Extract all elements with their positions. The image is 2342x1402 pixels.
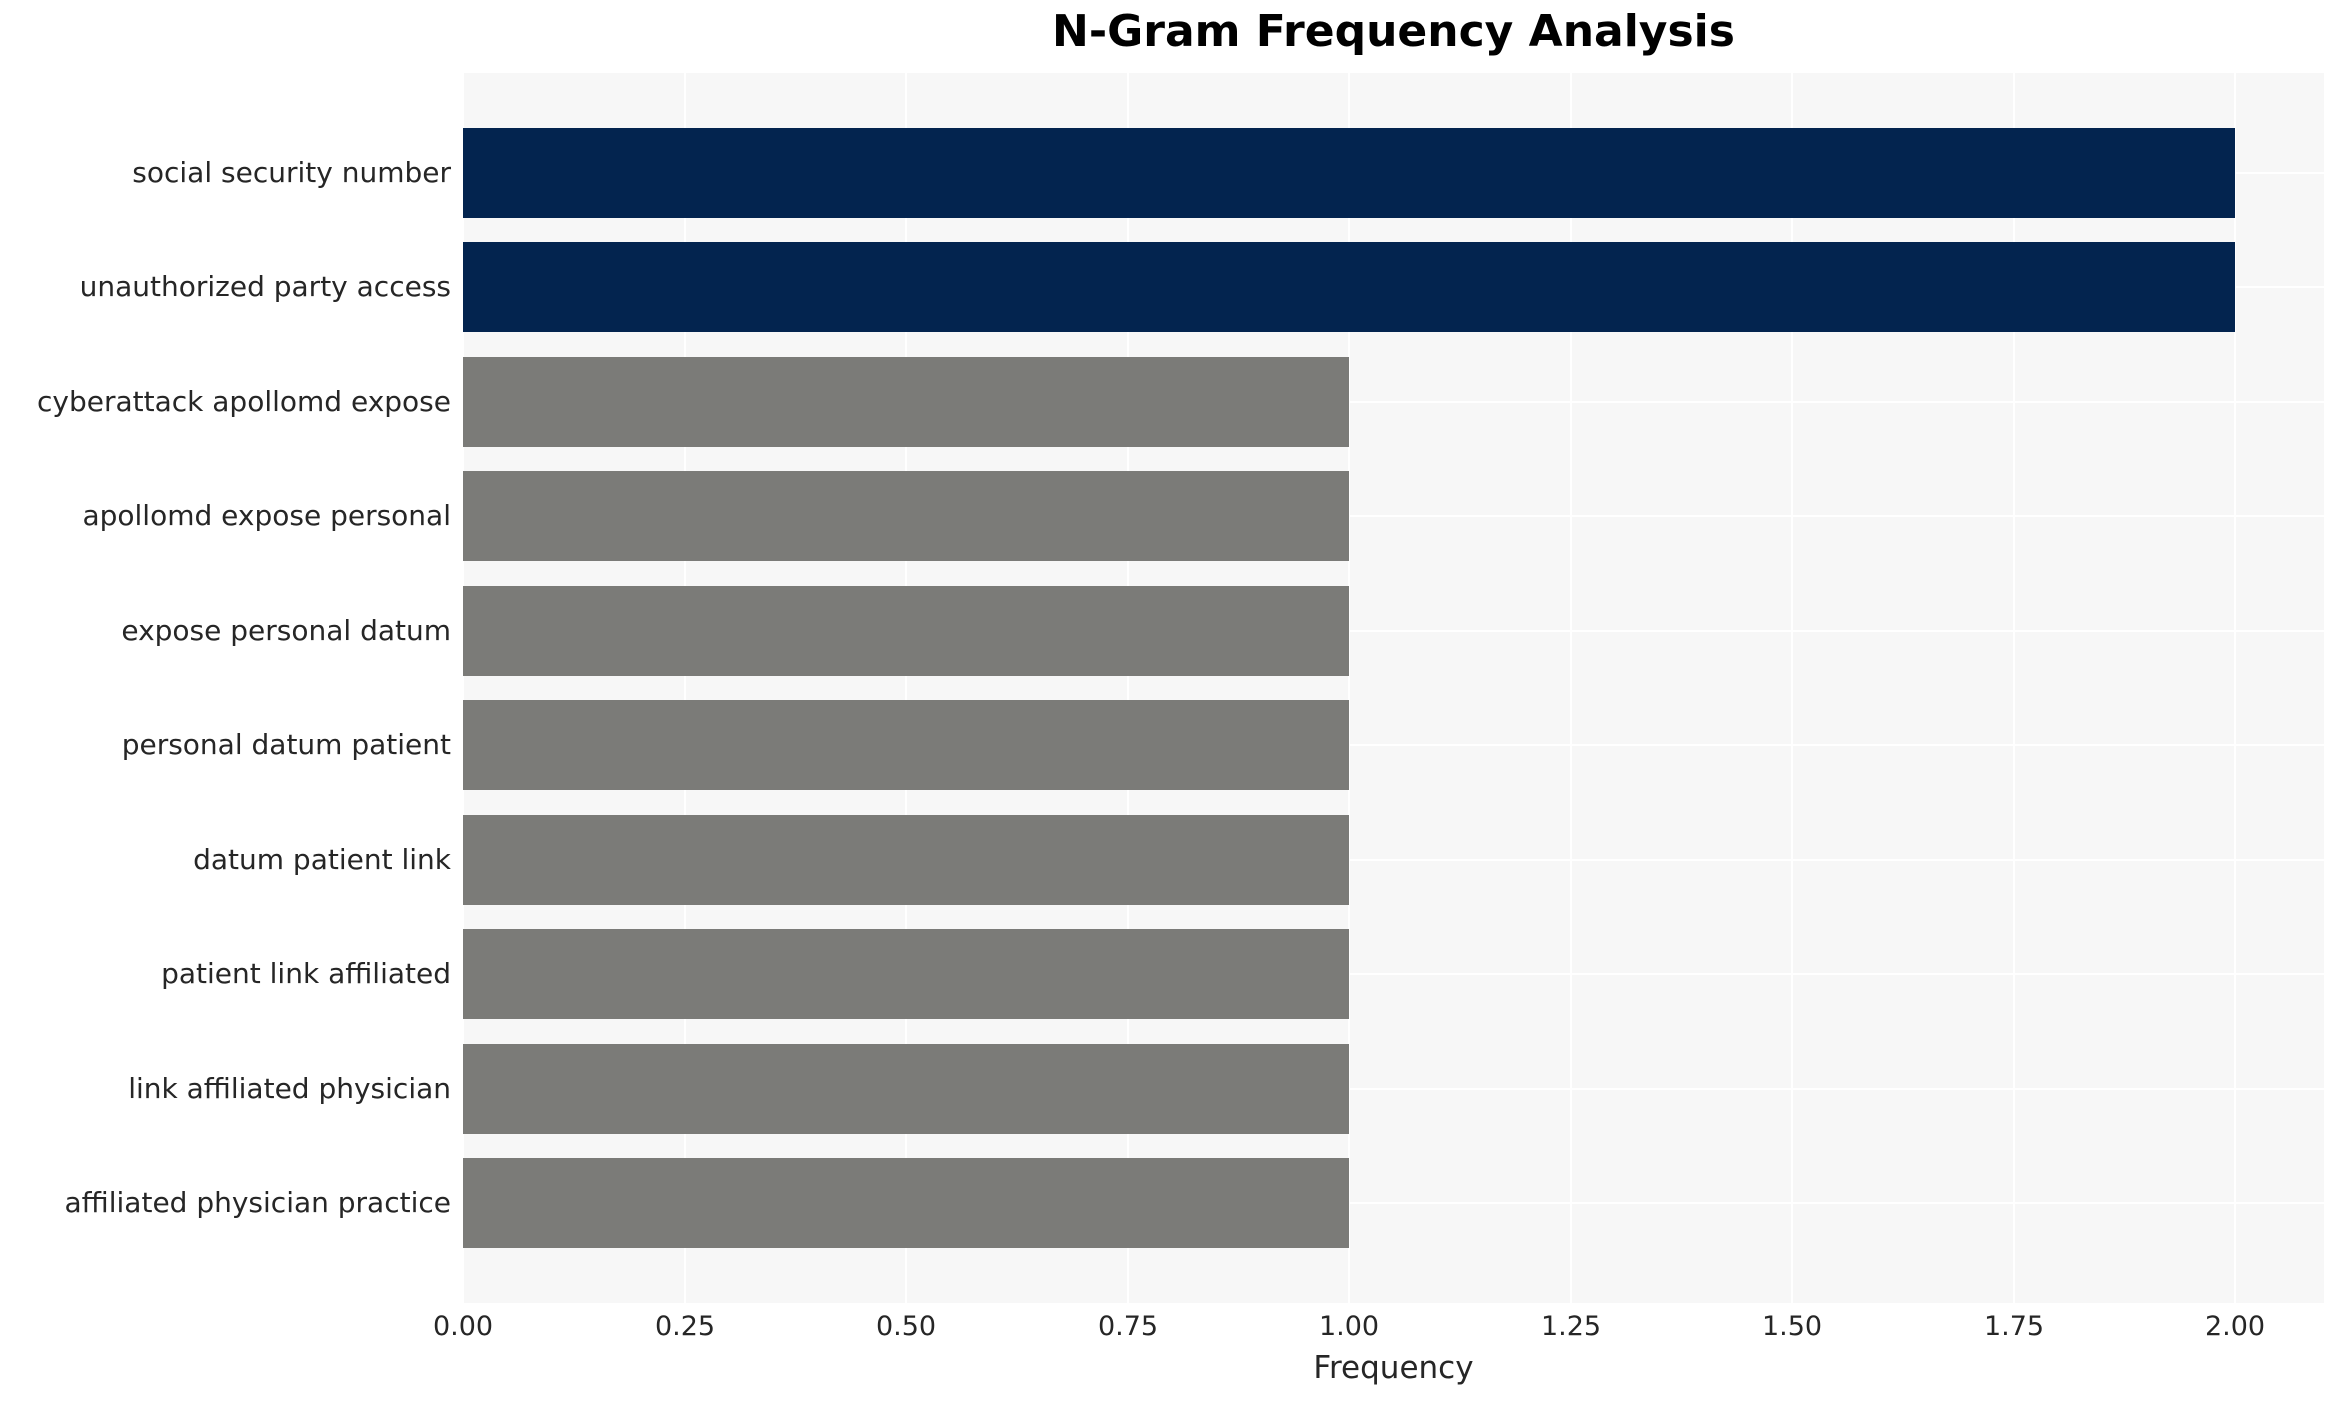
y-gridline [463,401,2324,403]
x-gridline-2.00 [2234,73,2236,1303]
y-gridline [463,973,2324,975]
bar-affiliated-physician-practice [463,1158,1349,1248]
y-tick-label: expose personal datum [121,614,451,647]
y-gridline [463,859,2324,861]
x-tick-label-0.50: 0.50 [875,1311,937,1342]
bar-personal-datum-patient [463,700,1349,790]
bar-unauthorized-party-access [463,242,2235,332]
x-gridline-1.75 [2013,73,2015,1303]
bar-cyberattack-apollomd-expose [463,357,1349,447]
y-tick-label: personal datum patient [121,728,451,761]
bar-link-affiliated-physician [463,1044,1349,1134]
x-tick-label-1.25: 1.25 [1540,1311,1602,1342]
x-gridline-0.00 [462,73,464,1303]
x-tick-label-1.00: 1.00 [1318,1311,1380,1342]
x-gridline-0.25 [684,73,686,1303]
y-tick-label: apollomd expose personal [82,499,451,532]
x-tick-label-2.00: 2.00 [2204,1311,2266,1342]
plot-area [462,73,2324,1303]
x-gridline-0.75 [1127,73,1129,1303]
bar-patient-link-affiliated [463,929,1349,1019]
x-tick-label-0.25: 0.25 [654,1311,716,1342]
y-tick-label: social security number [132,156,451,189]
x-tick-label-1.50: 1.50 [1761,1311,1823,1342]
bar-datum-patient-link [463,815,1349,905]
y-gridline [463,1088,2324,1090]
bar-expose-personal-datum [463,586,1349,676]
x-tick-label-1.75: 1.75 [1983,1311,2045,1342]
x-tick-label-0.75: 0.75 [1097,1311,1159,1342]
y-tick-label: patient link affiliated [161,957,451,990]
y-gridline [463,630,2324,632]
y-gridline [463,744,2324,746]
y-tick-label: datum patient link [193,843,451,876]
y-tick-label: cyberattack apollomd expose [37,385,451,418]
y-gridline [463,515,2324,517]
y-tick-label: unauthorized party access [79,270,451,303]
y-tick-label: link affiliated physician [128,1072,451,1105]
bar-social-security-number [463,128,2235,218]
x-gridline-1.00 [1348,73,1350,1303]
y-gridline [463,1202,2324,1204]
chart-title: N-Gram Frequency Analysis [1052,6,1735,57]
x-tick-label-0.00: 0.00 [432,1311,494,1342]
y-tick-label: affiliated physician practice [64,1186,451,1219]
x-gridline-0.50 [905,73,907,1303]
x-gridline-1.25 [1570,73,1572,1303]
x-axis-label: Frequency [1313,1350,1474,1386]
x-gridline-1.50 [1791,73,1793,1303]
bar-apollomd-expose-personal [463,471,1349,561]
